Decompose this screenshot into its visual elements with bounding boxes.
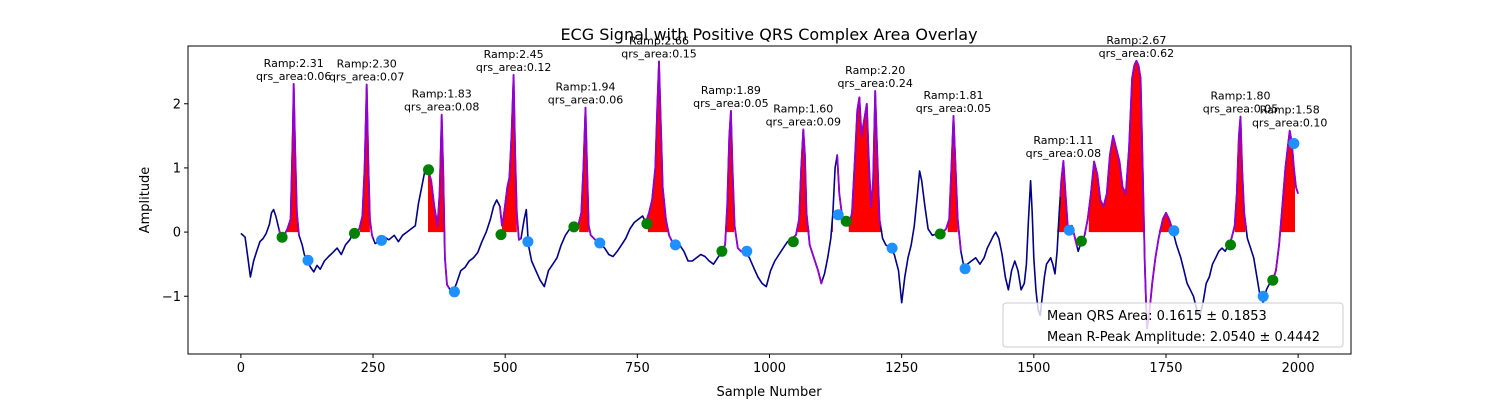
x-tick-label-3: 750 bbox=[625, 361, 650, 376]
annotation-qrs-area-6: qrs_area:0.05 bbox=[693, 97, 768, 110]
qrs-offset-marker-1 bbox=[376, 234, 387, 246]
qrs-onset-marker-3 bbox=[495, 229, 507, 241]
y-tick-label-0: −1 bbox=[162, 290, 181, 305]
legend-box bbox=[1002, 302, 1344, 348]
annotation-ramp-2: Ramp:1.83 bbox=[412, 88, 472, 101]
annotation-ramp-13: Ramp:1.58 bbox=[1260, 104, 1320, 117]
annotation-qrs-area-3: qrs_area:0.12 bbox=[476, 61, 551, 74]
annotation-ramp-9: Ramp:1.81 bbox=[923, 89, 983, 102]
qrs-onset-marker-0 bbox=[276, 231, 288, 243]
annotation-qrs-area-9: qrs_area:0.05 bbox=[916, 102, 991, 115]
annotation-ramp-3: Ramp:2.45 bbox=[484, 48, 544, 61]
qrs-onset-marker-12 bbox=[1267, 274, 1279, 286]
qrs-offset-marker-8 bbox=[886, 242, 898, 254]
annotation-qrs-area-1: qrs_area:0.07 bbox=[329, 71, 404, 84]
qrs-segment-13 bbox=[1269, 129, 1299, 283]
qrs-onset-marker-11 bbox=[1225, 239, 1236, 251]
qrs-onset-marker-1 bbox=[349, 227, 360, 239]
annotation-ramp-8: Ramp:2.20 bbox=[845, 64, 905, 77]
x-tick-label-8: 2000 bbox=[1282, 361, 1315, 376]
x-tick-label-7: 1750 bbox=[1149, 361, 1182, 376]
x-tick-label-6: 1500 bbox=[1017, 361, 1050, 376]
x-tick-label-1: 250 bbox=[361, 361, 386, 376]
qrs-segment-12 bbox=[1228, 115, 1248, 244]
annotation-ramp-12: Ramp:1.80 bbox=[1210, 90, 1270, 103]
x-axis-label: Sample Number bbox=[716, 385, 822, 400]
qrs-segment-2 bbox=[427, 113, 450, 289]
qrs-offset-marker-2 bbox=[448, 286, 460, 298]
annotation-qrs-area-12: qrs_area:0.05 bbox=[1203, 103, 1278, 116]
annotation-qrs-area-4: qrs_area:0.06 bbox=[548, 94, 623, 107]
qrs-area-fill-12 bbox=[1234, 116, 1246, 233]
qrs-segment-5 bbox=[644, 60, 674, 244]
qrs-onset-marker-7 bbox=[787, 236, 799, 248]
qrs-area-fill-13 bbox=[1280, 130, 1295, 233]
qrs-offset-marker-3 bbox=[522, 236, 534, 248]
y-tick-label-2: 1 bbox=[173, 161, 181, 176]
annotation-ramp-5: Ramp:2.66 bbox=[629, 34, 689, 47]
annotation-qrs-area-10: qrs_area:0.08 bbox=[1026, 147, 1101, 160]
qrs-onset-marker-9 bbox=[934, 228, 946, 240]
annotation-ramp-1: Ramp:2.30 bbox=[337, 58, 397, 71]
annotation-ramp-6: Ramp:1.89 bbox=[701, 84, 761, 97]
x-tick-label-0: 0 bbox=[237, 361, 245, 376]
qrs-segment-3 bbox=[499, 74, 522, 241]
qrs-offset-marker-7 bbox=[832, 209, 844, 221]
qrs-offset-marker-6 bbox=[741, 245, 753, 257]
qrs-onset-marker-5 bbox=[641, 218, 653, 230]
qrs-offset-marker-4 bbox=[594, 237, 606, 249]
qrs-onset-marker-4 bbox=[568, 221, 580, 233]
peak-annotations: Ramp:2.31qrs_area:0.06Ramp:2.30qrs_area:… bbox=[256, 34, 1327, 160]
annotation-qrs-area-7: qrs_area:0.09 bbox=[766, 115, 841, 128]
qrs-onset-marker-10 bbox=[1075, 235, 1087, 247]
qrs-area-fill-0 bbox=[285, 83, 298, 233]
legend: Mean QRS Area: 0.1615 ± 0.1853 Mean R-Pe… bbox=[1002, 302, 1344, 348]
y-tick-label-1: 0 bbox=[173, 226, 181, 241]
qrs-onset-marker-2 bbox=[423, 164, 434, 176]
qrs-offset-marker-13 bbox=[1288, 138, 1300, 149]
qrs-offset-marker-11 bbox=[1168, 225, 1180, 237]
qrs-offset-marker-9 bbox=[959, 263, 971, 275]
annotation-ramp-7: Ramp:1.60 bbox=[773, 102, 833, 115]
y-axis: −1 0 1 2 bbox=[162, 97, 188, 305]
qrs-segment-11 bbox=[1083, 59, 1174, 330]
annotation-ramp-10: Ramp:1.11 bbox=[1033, 134, 1093, 147]
y-tick-label-3: 2 bbox=[173, 97, 181, 112]
qrs-area-fill-10 bbox=[1055, 160, 1069, 233]
x-tick-label-2: 500 bbox=[493, 361, 518, 376]
qrs-segment-7 bbox=[792, 128, 824, 285]
annotation-qrs-area-0: qrs_area:0.06 bbox=[256, 70, 331, 83]
qrs-onset-marker-6 bbox=[716, 245, 728, 257]
qrs-area-fill-11 bbox=[1088, 60, 1173, 233]
annotation-ramp-11: Ramp:2.67 bbox=[1106, 34, 1166, 47]
annotation-qrs-area-2: qrs_area:0.08 bbox=[404, 101, 479, 114]
qrs-offset-marker-0 bbox=[302, 254, 314, 266]
annotation-ramp-4: Ramp:1.94 bbox=[555, 81, 615, 94]
chart-title: ECG Signal with Positive QRS Complex Are… bbox=[560, 25, 977, 44]
qrs-offset-marker-10 bbox=[1063, 224, 1075, 236]
annotation-qrs-area-11: qrs_area:0.62 bbox=[1099, 47, 1174, 60]
y-axis-label: Amplitude bbox=[138, 167, 153, 234]
annotation-qrs-area-8: qrs_area:0.24 bbox=[837, 77, 912, 90]
qrs-area-fill-2 bbox=[428, 114, 444, 233]
annotation-ramp-0: Ramp:2.31 bbox=[264, 57, 324, 70]
plot-area bbox=[240, 59, 1300, 330]
x-axis: 0 250 500 750 1000 1250 1500 1750 2000 bbox=[237, 354, 1315, 376]
annotation-qrs-area-13: qrs_area:0.10 bbox=[1252, 117, 1327, 130]
qrs-onset-marker-8 bbox=[840, 215, 852, 227]
annotation-qrs-area-5: qrs_area:0.15 bbox=[621, 47, 696, 60]
legend-entry-mean-qrs-area: Mean QRS Area: 0.1615 ± 0.1853 bbox=[1047, 309, 1267, 324]
legend-entry-mean-r-peak-amplitude: Mean R-Peak Amplitude: 2.0540 ± 0.4442 bbox=[1047, 330, 1320, 345]
qrs-offset-marker-5 bbox=[669, 239, 681, 251]
qrs-segment-4 bbox=[573, 106, 597, 242]
x-tick-label-5: 1250 bbox=[885, 361, 918, 376]
x-tick-label-4: 1000 bbox=[753, 361, 786, 376]
qrs-offset-marker-12 bbox=[1257, 290, 1269, 302]
